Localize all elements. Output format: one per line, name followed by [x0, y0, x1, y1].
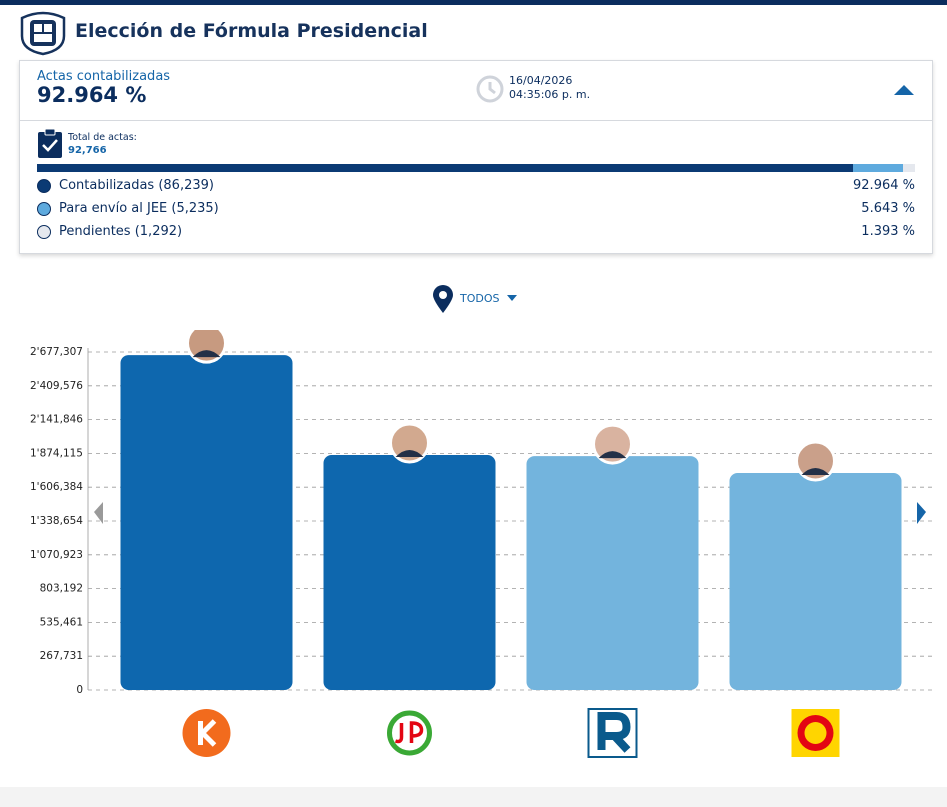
page-title: Elección de Fórmula Presidencial [75, 20, 428, 42]
chart: 0 267,731 535,461 803,192 1'070,923 1'338,654… [30, 330, 932, 758]
legend-dot [37, 225, 51, 239]
crest-icon [20, 11, 66, 56]
candidate-photo [186, 330, 227, 364]
logo-shape [804, 722, 827, 744]
collapse-toggle[interactable] [893, 83, 915, 97]
progress-bar [37, 164, 915, 172]
y-tick-label: 1'606,384 [30, 481, 83, 493]
party-logo [791, 709, 840, 757]
row-label: Contabilizadas (86,239) [59, 178, 214, 193]
location-icon [433, 285, 453, 313]
logo-shape [597, 712, 631, 753]
progress-segment [853, 164, 903, 172]
y-tick-label: 1'338,654 [30, 515, 83, 527]
logo-shape [394, 721, 424, 744]
top-bar [0, 0, 947, 5]
party-logo [182, 709, 231, 757]
candidate-photo [801, 467, 830, 475]
divider [20, 120, 932, 121]
party-logo [587, 708, 638, 758]
y-tick-label: 2'141,846 [30, 414, 83, 426]
bar [526, 456, 699, 690]
actas-label: Actas contabilizadas [37, 69, 171, 84]
row-label: Para envío al JEE (5,235) [59, 201, 219, 216]
row-label: Pendientes (1,292) [59, 224, 183, 239]
y-tick-label: 535,461 [40, 616, 83, 628]
candidate-photo [192, 350, 221, 358]
candidate-photo [598, 451, 627, 459]
carousel-arrow[interactable] [94, 502, 103, 524]
filter-label[interactable]: TODOS [460, 292, 500, 305]
progress-segment [37, 164, 854, 172]
logo-shape [198, 719, 217, 747]
dropdown-caret[interactable] [507, 294, 517, 302]
candidate-photo [395, 450, 424, 458]
y-tick-label: 1'874,115 [30, 447, 83, 459]
party-logo [387, 710, 432, 756]
candidate-photo [795, 440, 836, 482]
bar [729, 472, 902, 690]
y-tick-label: 2'677,307 [30, 346, 83, 358]
logo-shape [182, 709, 231, 757]
y-tick-label: 803,192 [40, 583, 83, 595]
y-tick-label: 267,731 [40, 650, 83, 662]
update-time: 04:35:06 p. m. [509, 88, 591, 101]
region-filter[interactable]: TODOS [460, 292, 517, 305]
actas-value: 92.964 % [37, 83, 147, 107]
candidate-photo [592, 423, 633, 465]
bar [120, 355, 293, 690]
progress-segment [902, 164, 915, 172]
summary-card: Actas contabilizadas 92.964 % 16/04/2026… [19, 60, 933, 254]
legend-dot [37, 202, 51, 216]
clipboard-icon [38, 129, 62, 158]
legend-dot [37, 179, 51, 193]
carousel-arrow[interactable] [917, 502, 926, 524]
y-tick-label: 1'070,923 [30, 549, 83, 561]
logo-shape [387, 710, 432, 756]
y-tick-label: 2'409,576 [30, 380, 83, 392]
y-tick-label: 0 [76, 684, 83, 696]
update-date: 16/04/2026 [509, 74, 573, 87]
total-label: Total de actas: [68, 132, 137, 143]
clock-icon [476, 75, 504, 103]
row-value: 5.643 % [861, 201, 915, 216]
candidate-photo [389, 422, 430, 464]
row-value: 92.964 % [853, 178, 915, 193]
total-value: 92,766 [68, 145, 107, 156]
bar [323, 455, 496, 690]
row-value: 1.393 % [861, 224, 915, 239]
footer-band [0, 787, 947, 807]
